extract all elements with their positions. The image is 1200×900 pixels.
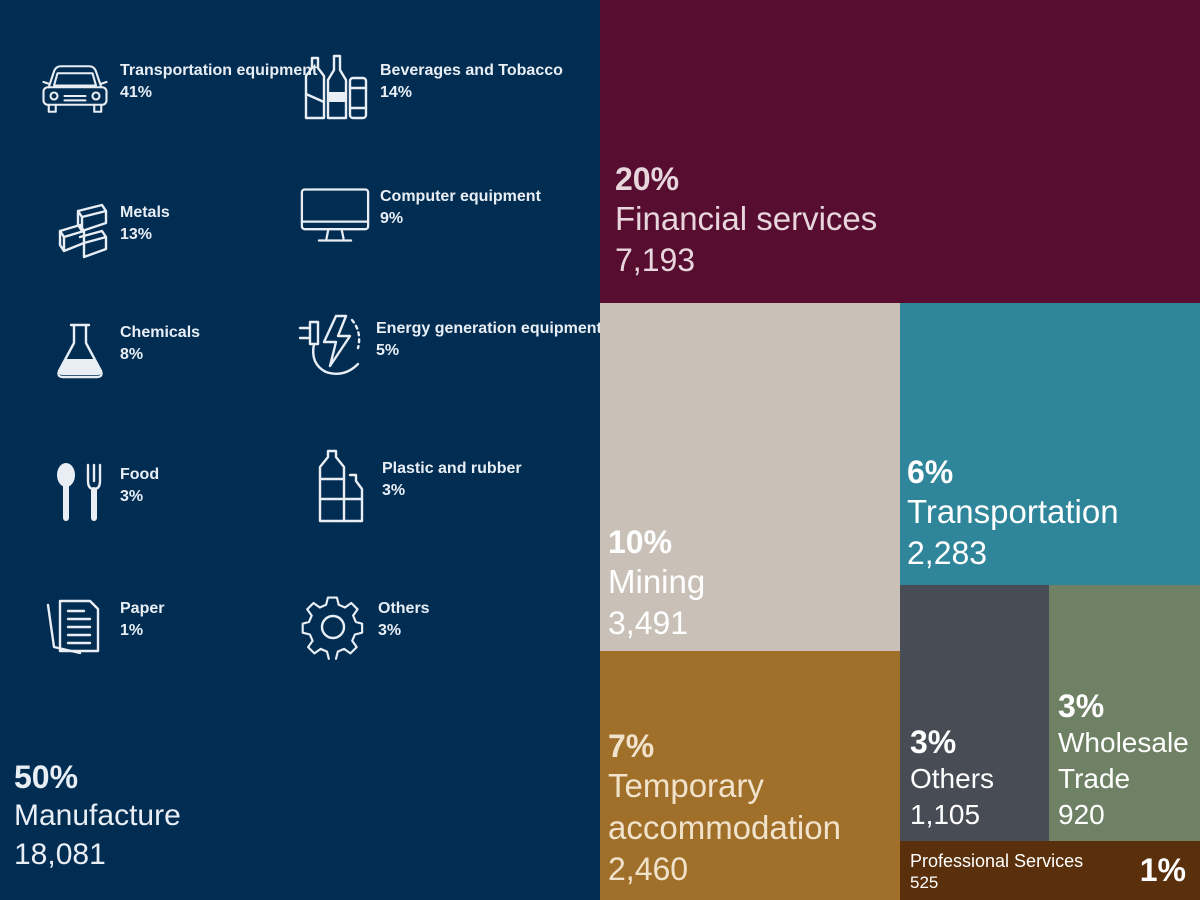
professional-name: Professional Services	[910, 851, 1084, 871]
category-paper: Paper 1%	[40, 598, 164, 662]
bottles-icon	[300, 54, 370, 124]
category-pct: 3%	[382, 482, 406, 499]
category-pct: 8%	[120, 346, 144, 363]
category-label: Paper	[120, 600, 165, 617]
manufacture-label: 50% Manufacture 18,081	[14, 758, 181, 874]
transportation-value: 2,283	[907, 535, 988, 571]
monitor-icon	[300, 180, 370, 250]
wholesale-name: Wholesale Trade	[1058, 727, 1189, 794]
financial-pct: 20%	[615, 161, 680, 197]
financial-name: Financial services	[615, 200, 878, 237]
category-pct: 41%	[120, 84, 153, 101]
energy-plug-icon	[296, 312, 366, 382]
tile-manufacture: 50% Manufacture 18,081	[0, 0, 600, 900]
plastic-bottles-icon	[306, 449, 372, 523]
transportation-pct: 6%	[907, 454, 954, 490]
category-pct: 1%	[120, 622, 144, 639]
mining-value: 3,491	[608, 605, 689, 641]
category-transportation-equipment: Transportation equipment 41%	[40, 60, 317, 124]
category-label: Others	[378, 600, 430, 617]
category-pct: 3%	[378, 622, 402, 639]
category-label: Computer equipment	[380, 188, 541, 205]
others-value: 1,105	[910, 799, 981, 830]
tile-temporary-accommodation: 7% Temporary accommodation 2,460	[600, 651, 900, 900]
category-beverages-tobacco: Beverages and Tobacco 14%	[300, 54, 563, 124]
category-plastic-rubber: Plastic and rubber 3%	[306, 449, 522, 523]
flask-icon	[50, 316, 110, 386]
mining-pct: 10%	[608, 524, 673, 560]
category-label: Beverages and Tobacco	[380, 62, 563, 79]
manufacture-pct: 50%	[14, 759, 79, 795]
tile-mining: 10% Mining 3,491	[600, 303, 900, 651]
tile-professional-services: Professional Services 525 1%	[900, 841, 1200, 900]
category-label: Metals	[120, 204, 170, 221]
car-icon	[40, 54, 110, 124]
manufacture-name: Manufacture	[14, 799, 181, 832]
temporary-pct: 7%	[608, 728, 655, 764]
others-name: Others	[910, 763, 995, 794]
manufacture-value: 18,081	[14, 838, 106, 871]
others-pct: 3%	[910, 724, 957, 760]
category-metals: Metals 13%	[50, 202, 170, 266]
paper-icon	[40, 592, 110, 662]
tile-financial-services: 20% Financial services 7,193	[600, 0, 1200, 303]
category-others-manufacture: Others 3%	[298, 596, 430, 662]
tile-others: 3% Others 1,105	[900, 585, 1049, 841]
category-food: Food 3%	[50, 463, 160, 528]
category-chemicals: Chemicals 8%	[50, 322, 200, 386]
category-pct: 14%	[380, 84, 413, 101]
tile-wholesale-trade: 3% Wholesale Trade 920	[1049, 585, 1200, 841]
wholesale-value: 920	[1058, 799, 1105, 830]
category-pct: 3%	[120, 488, 144, 505]
gear-icon	[298, 592, 368, 662]
professional-pct: 1%	[1139, 852, 1186, 888]
wholesale-pct: 3%	[1058, 688, 1105, 724]
category-label: Transportation equipment	[120, 62, 318, 79]
metal-bars-icon	[50, 196, 110, 266]
mining-name: Mining	[608, 563, 706, 600]
category-pct: 9%	[380, 210, 404, 227]
category-energy-generation: Energy generation equipment 5%	[296, 314, 602, 382]
financial-value: 7,193	[615, 242, 696, 278]
category-computer-equipment: Computer equipment 9%	[300, 186, 541, 250]
spoon-fork-icon	[50, 458, 110, 528]
temporary-name: Temporary accommodation	[608, 767, 841, 846]
category-label: Chemicals	[120, 324, 201, 341]
category-label: Food	[120, 466, 160, 483]
category-pct: 13%	[120, 226, 153, 243]
tile-transportation: 6% Transportation 2,283	[900, 303, 1200, 585]
category-label: Energy generation equipment	[376, 320, 602, 337]
temporary-value: 2,460	[608, 851, 689, 887]
transportation-name: Transportation	[907, 493, 1119, 530]
professional-value: 525	[910, 873, 939, 892]
category-pct: 5%	[376, 342, 400, 359]
category-label: Plastic and rubber	[382, 460, 522, 477]
